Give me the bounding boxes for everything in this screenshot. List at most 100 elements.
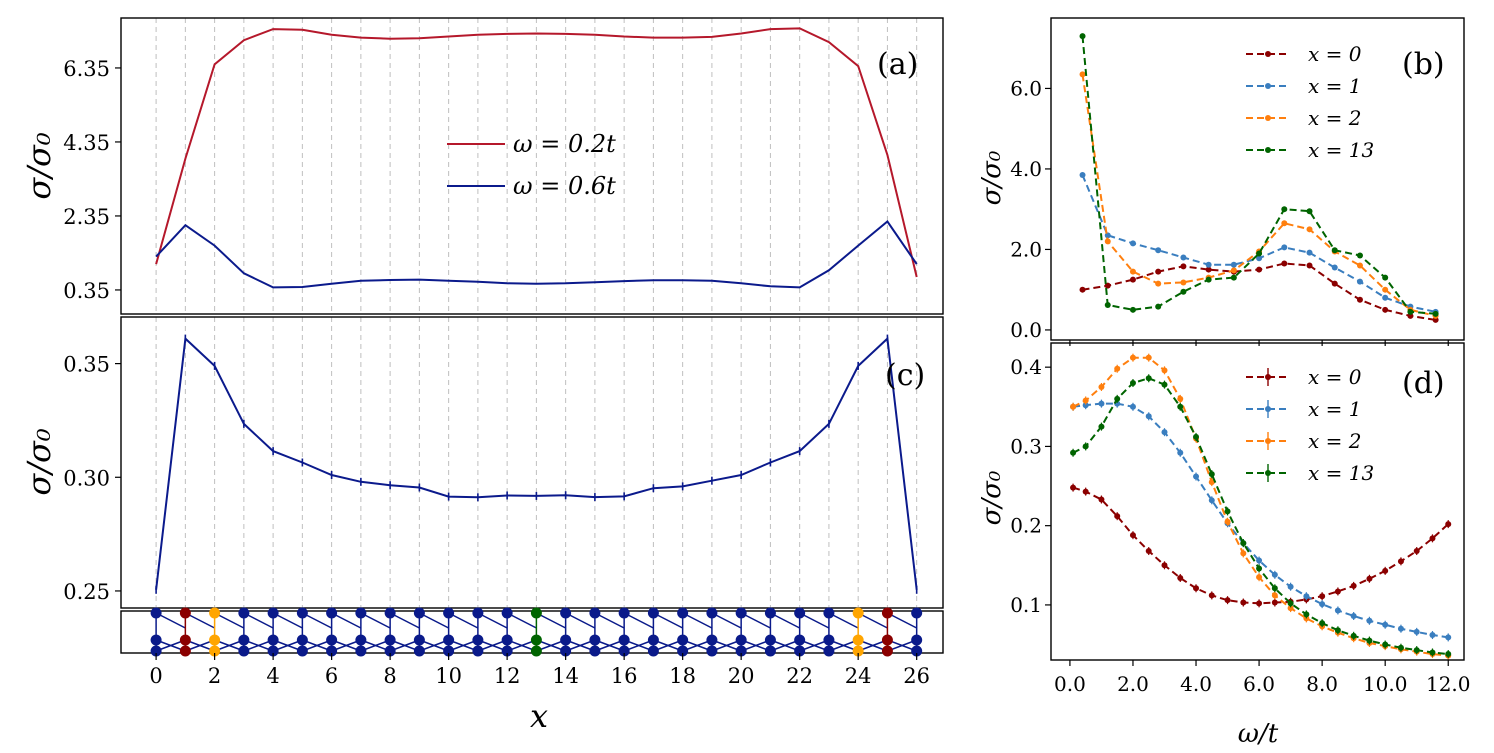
panel-c: 0.25 0.30 0.35 (c) σ/σ₀ bbox=[20, 316, 944, 609]
panel-b-ytick-label: 4.0 bbox=[1010, 157, 1042, 181]
panel-d-point bbox=[1224, 508, 1231, 515]
lattice-strip: 0 2 4 6 8 10 12 14 16 18 20 22 24 26 x bbox=[120, 607, 944, 735]
panel-b-ytick-label: 0.0 bbox=[1010, 318, 1042, 342]
panel-c-series bbox=[155, 334, 918, 594]
panel-d-point bbox=[1271, 592, 1278, 599]
lattice-site bbox=[209, 645, 221, 657]
panel-d-yticks: 0.1 0.2 0.3 0.4 bbox=[1010, 355, 1051, 617]
panel-b-point bbox=[1180, 263, 1187, 270]
panel-d-point bbox=[1145, 548, 1152, 555]
lattice-site bbox=[326, 634, 338, 646]
panel-b-ylabel: σ/σ₀ bbox=[977, 150, 1007, 205]
lattice-site bbox=[530, 634, 542, 646]
lattice-site bbox=[881, 607, 893, 619]
x-tick-label: 16 bbox=[611, 664, 638, 688]
panel-d-legend-label-3: x = 13 bbox=[1308, 461, 1374, 485]
lattice-site bbox=[326, 645, 338, 657]
lattice-site bbox=[764, 645, 776, 657]
panel-b-point bbox=[1256, 255, 1263, 262]
lattice-site bbox=[706, 645, 718, 657]
lattice-site bbox=[179, 634, 191, 646]
panel-d-point bbox=[1287, 605, 1294, 612]
lattice-site bbox=[677, 634, 689, 646]
panel-a-ytick-label: 6.35 bbox=[63, 57, 110, 81]
panel-d-point bbox=[1271, 571, 1278, 578]
lattice-site bbox=[179, 645, 191, 657]
lattice-site bbox=[823, 634, 835, 646]
panel-a-ytick-label: 2.35 bbox=[63, 205, 110, 229]
lattice-site bbox=[560, 607, 572, 619]
x-tick-label: 8 bbox=[383, 664, 396, 688]
panel-d-point bbox=[1256, 600, 1263, 607]
panel-d-ytick-label: 0.3 bbox=[1010, 434, 1042, 458]
panel-b-point bbox=[1205, 266, 1212, 273]
panel-d-point bbox=[1208, 471, 1215, 478]
panel-d-point bbox=[1161, 429, 1168, 436]
panel-c-ytick-label: 0.30 bbox=[63, 466, 110, 490]
panel-b-point bbox=[1129, 268, 1136, 275]
panel-c-frame bbox=[120, 316, 944, 609]
lattice-site bbox=[735, 634, 747, 646]
panel-d-point bbox=[1366, 637, 1373, 644]
lattice-site bbox=[296, 634, 308, 646]
panel-b-point bbox=[1281, 260, 1288, 267]
panel-b-point bbox=[1356, 252, 1363, 259]
panel-b-point bbox=[1356, 296, 1363, 303]
panel-b-point bbox=[1331, 247, 1338, 254]
panel-c-yticks: 0.25 0.30 0.35 bbox=[63, 353, 121, 604]
panel-b-yticks: 0.0 2.0 4.0 6.0 bbox=[1010, 76, 1051, 342]
panel-d-line-x-13 bbox=[1072, 377, 1449, 656]
panel-d-point bbox=[1193, 473, 1200, 480]
panel-b-point bbox=[1180, 254, 1187, 261]
panel-d-point bbox=[1429, 632, 1436, 639]
panel-a-frame bbox=[120, 17, 944, 315]
panel-b-point bbox=[1079, 286, 1086, 293]
panel-d-xticks: 0.0 2.0 4.0 6.0 8.0 10.0 12.0 bbox=[1054, 660, 1471, 696]
panel-b-point bbox=[1079, 71, 1086, 78]
panel-b: 0.0 2.0 4.0 6.0 (b) x = 0 x = 1 x = 2 x = 13 σ… bbox=[977, 17, 1465, 346]
panel-b-legend-marker-2 bbox=[1265, 115, 1271, 121]
lattice-site bbox=[560, 634, 572, 646]
panel-d-point bbox=[1429, 649, 1436, 656]
panel-d-point bbox=[1129, 354, 1136, 361]
panel-c-label: (c) bbox=[885, 358, 925, 393]
panel-b-point bbox=[1382, 294, 1389, 301]
lattice-site bbox=[443, 634, 455, 646]
panel-d-point bbox=[1177, 395, 1184, 402]
lattice-site bbox=[589, 607, 601, 619]
lattice-site bbox=[764, 634, 776, 646]
panel-d-point bbox=[1445, 634, 1452, 641]
x-tick-label: 6 bbox=[325, 664, 338, 688]
panel-d-point bbox=[1413, 647, 1420, 654]
lattice-site bbox=[472, 634, 484, 646]
panel-d-point bbox=[1161, 381, 1168, 388]
lattice-site bbox=[413, 645, 425, 657]
panel-c-ylabel: σ/σ₀ bbox=[20, 428, 58, 495]
panel-d-point bbox=[1303, 611, 1310, 618]
lattice-site bbox=[677, 645, 689, 657]
lattice-site bbox=[384, 607, 396, 619]
panel-d-point bbox=[1193, 433, 1200, 440]
panel-b-point bbox=[1306, 262, 1313, 269]
x-tick-label: 4 bbox=[266, 664, 279, 688]
panel-d-point bbox=[1303, 593, 1310, 600]
lattice-site bbox=[267, 607, 279, 619]
panel-d-frame bbox=[1050, 342, 1465, 661]
panel-b-ytick-label: 6.0 bbox=[1010, 76, 1042, 100]
lattice-site bbox=[735, 645, 747, 657]
lattice-site bbox=[589, 634, 601, 646]
panel-b-legend-marker-3 bbox=[1265, 147, 1271, 153]
panel-d-ytick-label: 0.2 bbox=[1010, 514, 1042, 538]
panel-b-point bbox=[1281, 206, 1288, 213]
x-tick-label: 26 bbox=[903, 664, 930, 688]
panel-d-point bbox=[1114, 395, 1121, 402]
lattice-site bbox=[852, 634, 864, 646]
lattice-site bbox=[618, 607, 630, 619]
panel-d-point bbox=[1208, 592, 1215, 599]
panel-b-point bbox=[1180, 279, 1187, 286]
panel-d-point bbox=[1082, 397, 1089, 404]
panel-b-legend-label-3: x = 13 bbox=[1308, 138, 1374, 162]
panel-a-grid bbox=[155, 18, 918, 314]
panel-a-ylabel: σ/σ₀ bbox=[20, 132, 58, 199]
panel-b-legend-label-2: x = 2 bbox=[1308, 106, 1361, 130]
